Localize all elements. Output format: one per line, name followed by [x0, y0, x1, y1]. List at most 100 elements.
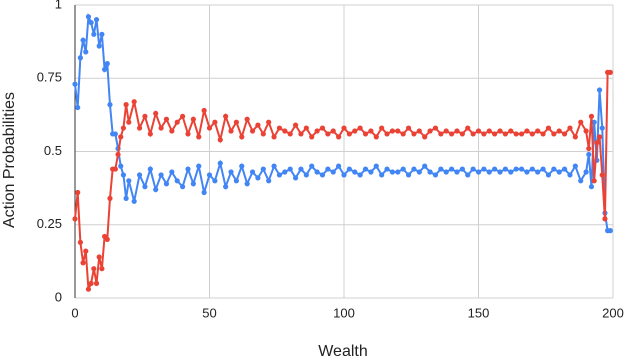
point: [112, 166, 118, 172]
point: [212, 178, 218, 184]
point: [83, 248, 89, 254]
point: [405, 172, 412, 178]
point: [77, 239, 83, 245]
point: [508, 169, 514, 175]
point: [513, 166, 519, 172]
point: [368, 128, 374, 134]
point: [438, 166, 444, 172]
point: [535, 128, 541, 134]
point: [465, 125, 471, 131]
point: [341, 172, 347, 178]
point: [266, 178, 272, 184]
y-tick-label: 0.25: [37, 216, 62, 231]
point: [389, 169, 396, 175]
point: [88, 19, 94, 26]
point: [416, 128, 422, 134]
point: [180, 113, 186, 119]
point: [292, 175, 299, 181]
point: [72, 216, 78, 222]
point: [513, 131, 519, 137]
point: [475, 128, 482, 134]
point: [432, 125, 439, 131]
point: [449, 131, 455, 137]
point: [508, 128, 514, 134]
point: [395, 169, 401, 175]
point: [93, 280, 100, 286]
point: [540, 131, 546, 137]
point: [93, 17, 100, 23]
y-tick-label: 1: [55, 0, 62, 11]
point: [545, 172, 552, 178]
point: [96, 254, 102, 260]
point: [556, 128, 562, 134]
point: [561, 131, 568, 137]
x-tick-label: 50: [202, 305, 216, 320]
point: [174, 119, 180, 125]
point: [572, 163, 578, 169]
point: [107, 195, 113, 201]
point: [153, 186, 159, 193]
point: [330, 128, 336, 134]
point: [233, 119, 239, 125]
point: [596, 87, 603, 93]
point: [142, 113, 148, 119]
point: [362, 166, 369, 172]
point: [72, 81, 78, 87]
point: [120, 125, 127, 131]
point: [594, 140, 600, 146]
y-tick-label: 0.5: [44, 143, 62, 158]
point: [85, 286, 92, 292]
point: [276, 125, 283, 131]
point: [411, 166, 417, 172]
point: [80, 260, 86, 266]
point: [319, 172, 326, 178]
y-axis-title: Action Probabilities: [1, 92, 18, 228]
point: [260, 131, 266, 137]
point: [336, 163, 342, 169]
point: [486, 128, 492, 134]
point: [120, 172, 127, 178]
point: [206, 172, 213, 178]
point: [578, 119, 584, 125]
point: [287, 166, 293, 172]
point: [449, 166, 455, 172]
point: [271, 134, 277, 140]
point: [223, 184, 229, 190]
point: [389, 128, 396, 134]
point: [586, 145, 592, 152]
point: [336, 134, 342, 140]
point: [470, 131, 476, 137]
point: [341, 125, 347, 131]
point: [249, 169, 256, 175]
point: [287, 131, 293, 137]
point: [443, 128, 449, 134]
point: [153, 110, 159, 117]
point: [465, 172, 471, 178]
point: [524, 128, 530, 134]
point: [588, 113, 595, 119]
point: [118, 134, 124, 140]
point: [314, 169, 320, 175]
point: [384, 131, 390, 137]
point: [357, 172, 363, 178]
point: [271, 163, 277, 169]
point: [190, 181, 196, 187]
point: [107, 102, 113, 108]
point: [96, 43, 102, 49]
point: [298, 166, 304, 172]
point: [352, 169, 358, 175]
point: [88, 280, 94, 286]
point: [298, 131, 304, 137]
point: [518, 166, 525, 172]
series-line: [74, 71, 611, 290]
point: [427, 128, 433, 134]
point: [529, 131, 535, 137]
point: [416, 169, 422, 175]
point: [599, 172, 605, 178]
point: [454, 169, 460, 175]
point: [330, 169, 336, 175]
point: [422, 163, 428, 169]
point: [217, 160, 223, 166]
point: [545, 125, 552, 131]
point: [459, 131, 465, 137]
